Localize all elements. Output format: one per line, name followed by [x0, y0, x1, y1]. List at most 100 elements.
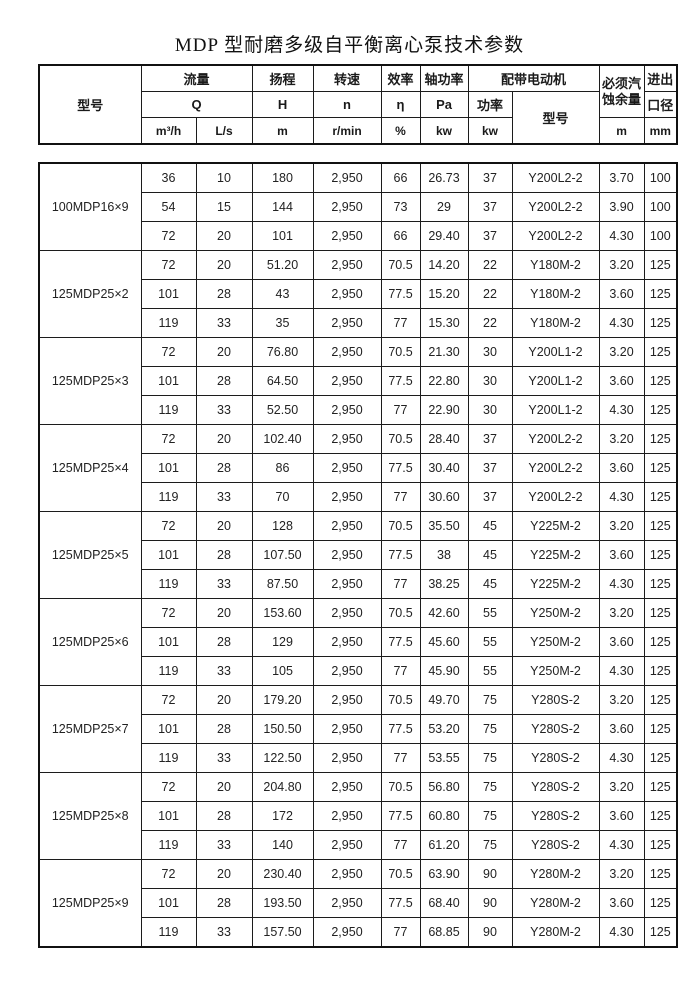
data-cell: 2,950 [312, 366, 382, 396]
data-cell: 125 [643, 540, 678, 570]
data-cell: 125 [643, 337, 678, 367]
data-cell: Y225M-2 [511, 540, 600, 570]
table-row: 119 33 157.50 2,950 77 68.85 90 Y280M-2 4.30 125 [39, 917, 678, 948]
data-cell: 119 [140, 656, 197, 686]
data-cell: 2,950 [312, 743, 382, 773]
header-speed-unit: r/min [312, 117, 382, 145]
table-row: 125MDP25×4 72 20 102.40 2,950 70.5 28.40 37 Y200… [38, 424, 678, 512]
data-cell: 125 [643, 308, 678, 338]
table-row: 119 33 140 2,950 77 61.20 75 Y280S-2 4.30 125 [39, 830, 678, 860]
data-cell: 4.30 [598, 917, 645, 948]
data-cell: 33 [195, 917, 253, 948]
data-cell: Y200L1-2 [511, 337, 600, 367]
header-row-2: Q H n η Pa 功率 型号 口径 [39, 91, 678, 145]
data-cell: 90 [467, 917, 513, 948]
table-row: 100MDP16×9 36 10 180 2,950 66 26.73 37 Y200L2-2 3… [38, 162, 678, 251]
data-cell: 33 [195, 482, 253, 512]
data-cell: 52.50 [251, 395, 314, 425]
data-cell: 144 [251, 192, 314, 222]
data-cell: Y180M-2 [511, 308, 600, 338]
table-row: 125MDP25×6 72 20 153.60 2,950 70.5 42.60 55 Y250… [38, 598, 678, 686]
data-cell: 37 [467, 162, 513, 193]
data-cell: 2,950 [312, 453, 382, 483]
header-head-symbol: H [251, 91, 314, 118]
data-cell: 3.60 [598, 453, 645, 483]
data-cell: 125 [643, 569, 678, 599]
data-cell: 77.5 [380, 540, 421, 570]
data-cell: 105 [251, 656, 314, 686]
data-cell: 53.55 [419, 743, 469, 773]
data-cell: 2,950 [312, 685, 382, 715]
data-cell: 20 [195, 511, 253, 541]
data-cell: 125 [643, 395, 678, 425]
data-cell: 70.5 [380, 250, 421, 280]
data-cell: 77 [380, 569, 421, 599]
header-model: 型号 [38, 64, 142, 145]
data-cell: Y280S-2 [511, 685, 600, 715]
data-cell: 180 [251, 162, 314, 193]
data-cell: 43 [251, 279, 314, 309]
data-cell: Y280M-2 [511, 917, 600, 948]
pump-model-cell: 125MDP25×2 [38, 250, 142, 338]
data-cell: 30 [467, 366, 513, 396]
data-cell: 125 [643, 598, 678, 628]
data-cell: 101 [140, 453, 197, 483]
data-cell: 125 [643, 801, 678, 831]
data-cell: 2,950 [312, 656, 382, 686]
data-cell: 73 [380, 192, 421, 222]
table-row: 101 28 107.50 2,950 77.5 38 45 Y225M-2 3.60 125 [39, 540, 678, 570]
data-cell: 125 [643, 656, 678, 686]
data-cell: 125 [643, 888, 678, 918]
data-cell: 70 [251, 482, 314, 512]
data-cell: 33 [195, 830, 253, 860]
data-cell: 77.5 [380, 714, 421, 744]
data-cell: 61.20 [419, 830, 469, 860]
data-cell: 72 [140, 511, 197, 541]
header-npsh-line2: 蚀余量 [602, 91, 642, 107]
data-cell: 3.60 [598, 279, 645, 309]
data-cell: Y280M-2 [511, 888, 600, 918]
data-cell: 20 [195, 250, 253, 280]
data-cell: 77.5 [380, 888, 421, 918]
spec-header-table: 型号 流量 扬程 转速 效率 轴功率 配带电动机 必须汽 蚀余量 进出 Q H … [38, 64, 679, 145]
data-cell: 45.60 [419, 627, 469, 657]
data-cell: 45 [467, 540, 513, 570]
data-cell: 64.50 [251, 366, 314, 396]
data-cell: 20 [195, 221, 253, 251]
header-motor: 配带电动机 [467, 64, 600, 92]
data-cell: 30 [467, 337, 513, 367]
data-cell: Y280S-2 [511, 714, 600, 744]
data-cell: 70.5 [380, 685, 421, 715]
data-cell: 101 [140, 366, 197, 396]
data-cell: 30.40 [419, 453, 469, 483]
data-cell: 33 [195, 743, 253, 773]
data-cell: 3.20 [598, 772, 645, 802]
data-cell: 70.5 [380, 772, 421, 802]
header-npsh: 必须汽 蚀余量 [598, 64, 645, 118]
data-cell: 125 [643, 250, 678, 280]
data-cell: 2,950 [312, 162, 382, 193]
header-bore-line2: 口径 [643, 91, 678, 118]
data-cell: 100 [643, 162, 678, 193]
data-cell: 37 [467, 192, 513, 222]
data-cell: 153.60 [251, 598, 314, 628]
data-cell: 30.60 [419, 482, 469, 512]
data-cell: 33 [195, 569, 253, 599]
data-cell: 90 [467, 888, 513, 918]
table-row: 101 28 150.50 2,950 77.5 53.20 75 Y280S-2 3.60 12… [39, 714, 678, 744]
data-cell: 4.30 [598, 482, 645, 512]
data-cell: 28 [195, 627, 253, 657]
data-cell: 3.20 [598, 511, 645, 541]
data-cell: Y200L1-2 [511, 395, 600, 425]
data-cell: 2,950 [312, 424, 382, 454]
data-cell: 70.5 [380, 511, 421, 541]
data-cell: 28 [195, 801, 253, 831]
table-row: 119 33 122.50 2,950 77 53.55 75 Y280S-2 4.30 125 [39, 743, 678, 773]
data-cell: 72 [140, 424, 197, 454]
data-cell: 55 [467, 656, 513, 686]
data-cell: 87.50 [251, 569, 314, 599]
data-cell: 75 [467, 801, 513, 831]
data-cell: 101 [140, 888, 197, 918]
spec-data-table: 100MDP16×9 36 10 180 2,950 66 26.73 37 Y200L2-2 3… [38, 162, 678, 948]
data-cell: 2,950 [312, 192, 382, 222]
